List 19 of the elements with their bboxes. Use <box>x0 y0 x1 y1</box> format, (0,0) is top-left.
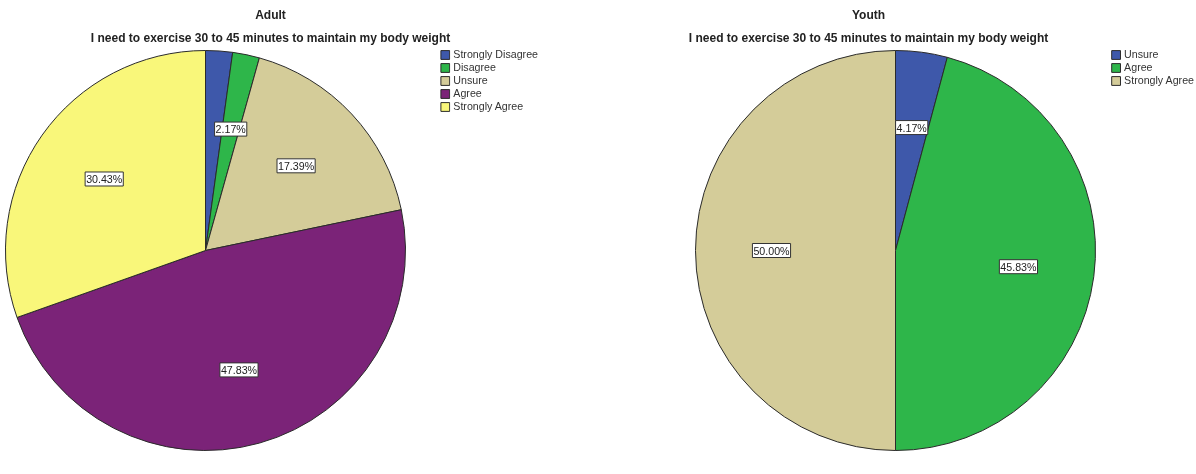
legend-label: Unsure <box>1124 48 1159 60</box>
legend-label: Strongly Disagree <box>453 48 538 60</box>
legend-label: Disagree <box>453 61 496 73</box>
legend-label: Agree <box>1124 61 1153 73</box>
data-label: 45.83% <box>1000 260 1038 273</box>
legend-label: Unsure <box>453 74 488 86</box>
data-label: 30.43% <box>86 172 123 185</box>
legend-label: Strongly Agree <box>453 100 524 112</box>
data-label: 17.39% <box>278 159 315 172</box>
chart-title: Adult <box>255 7 286 22</box>
legend-label: Agree <box>453 87 482 99</box>
chart-subtitle: I need to exercise 30 to 45 minutes to maintain my body weight <box>90 30 451 45</box>
data-label: 50.00% <box>753 244 791 257</box>
chart-subtitle: I need to exercise 30 to 45 minutes to maintain my body weight <box>688 30 1049 45</box>
chart-title: Youth <box>851 7 886 22</box>
data-label: 4.17% <box>896 121 928 134</box>
data-label: 2.17% <box>215 123 247 136</box>
data-label: 47.83% <box>220 363 258 376</box>
legend-label: Strongly Agree <box>1124 74 1194 86</box>
